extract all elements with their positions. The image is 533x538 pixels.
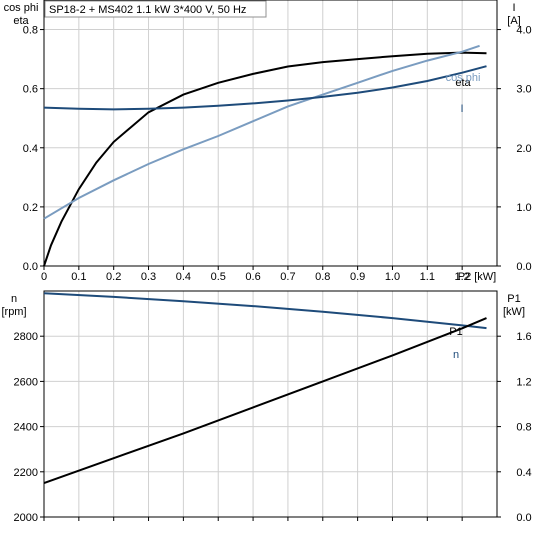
panel1-series-line-cos-phi — [43, 44, 480, 220]
chart-title: SP18-2 + MS402 1.1 kW 3*400 V, 50 Hz — [49, 4, 246, 16]
panel2-right-tick-label: 0.4 — [516, 467, 531, 479]
panel1-right-tick-label: 2.0 — [516, 143, 531, 155]
panel2-right-tick-label: 0.8 — [516, 422, 531, 434]
panel1-frame — [43, 0, 498, 267]
panel1-right-tick-label: 0.0 — [516, 261, 531, 273]
panel1-x-tick-label: 0.1 — [71, 271, 86, 283]
panel2-right-tick-label: 1.6 — [516, 331, 531, 343]
panel1-x-tick-label: 0.6 — [245, 271, 260, 283]
panel1-x-tick-label: 0 — [41, 271, 47, 283]
panel2-series-label-P1: P1 — [449, 326, 462, 338]
panel1-x-tick-label: 1.0 — [385, 271, 400, 283]
panel1-right-tick-label: 4.0 — [516, 25, 531, 37]
panel1-left-axis-title: eta — [13, 15, 29, 27]
panel1-x-axis-title: P2 [kW] — [458, 271, 497, 283]
panel1-series-label-I: I — [460, 103, 463, 115]
panel1-left-tick-label: 0.2 — [23, 202, 38, 214]
panel2-left-tick-label: 2200 — [14, 467, 38, 479]
chart-title-box — [44, 0, 267, 18]
panel2-left-tick-label: 2800 — [14, 331, 38, 343]
panel2-frame — [43, 290, 498, 518]
panel2-series-label-n: n — [453, 349, 459, 361]
panel1-right-axis-title: [A] — [507, 15, 520, 27]
panel2-right-tick-label: 0.0 — [516, 512, 531, 524]
panel2-right-axis-title: P1 — [507, 293, 520, 305]
panel1-series-label-cos-phi: cos phi — [446, 72, 481, 84]
panel1-x-tick-label: 0.9 — [350, 271, 365, 283]
panel2-right-axis-title: [kW] — [503, 306, 525, 318]
panel1-series-line-eta — [43, 51, 487, 267]
panel2-series-line-n — [43, 292, 487, 330]
panel1-x-tick-label: 1.2 — [455, 271, 470, 283]
panel1-left-tick-label: 0.4 — [23, 143, 38, 155]
panel1-left-tick-label: 0.8 — [23, 25, 38, 37]
panel1-x-tick-label: 1.1 — [420, 271, 435, 283]
panel2-left-tick-label: 2400 — [14, 422, 38, 434]
panel1-series-line-I — [43, 65, 487, 111]
panel1-right-tick-label: 1.0 — [516, 202, 531, 214]
panel2-left-tick-label: 2600 — [14, 376, 38, 388]
panel1-x-tick-label: 0.3 — [141, 271, 156, 283]
panel1-left-axis-title: cos phi — [4, 2, 39, 14]
panel1-left-tick-label: 0.6 — [23, 84, 38, 96]
panel1-right-axis-title: I — [512, 2, 515, 14]
panel1-x-tick-label: 0.7 — [280, 271, 295, 283]
panel2-right-tick-label: 1.2 — [516, 376, 531, 388]
panel2-left-tick-label: 2000 — [14, 512, 38, 524]
panel1-left-tick-label: 0.0 — [23, 261, 38, 273]
panel2-left-axis-title: [rpm] — [1, 306, 26, 318]
panel1-x-tick-label: 0.5 — [211, 271, 226, 283]
panel2-left-axis-title: n — [11, 293, 17, 305]
panel1-right-tick-label: 3.0 — [516, 84, 531, 96]
panel1-x-tick-label: 0.8 — [315, 271, 330, 283]
panel2-series-line-P1 — [43, 317, 487, 485]
panel1-x-tick-label: 0.4 — [176, 271, 191, 283]
panel1-series-label-eta: eta — [455, 77, 471, 89]
panel1-x-tick-label: 0.2 — [106, 271, 121, 283]
